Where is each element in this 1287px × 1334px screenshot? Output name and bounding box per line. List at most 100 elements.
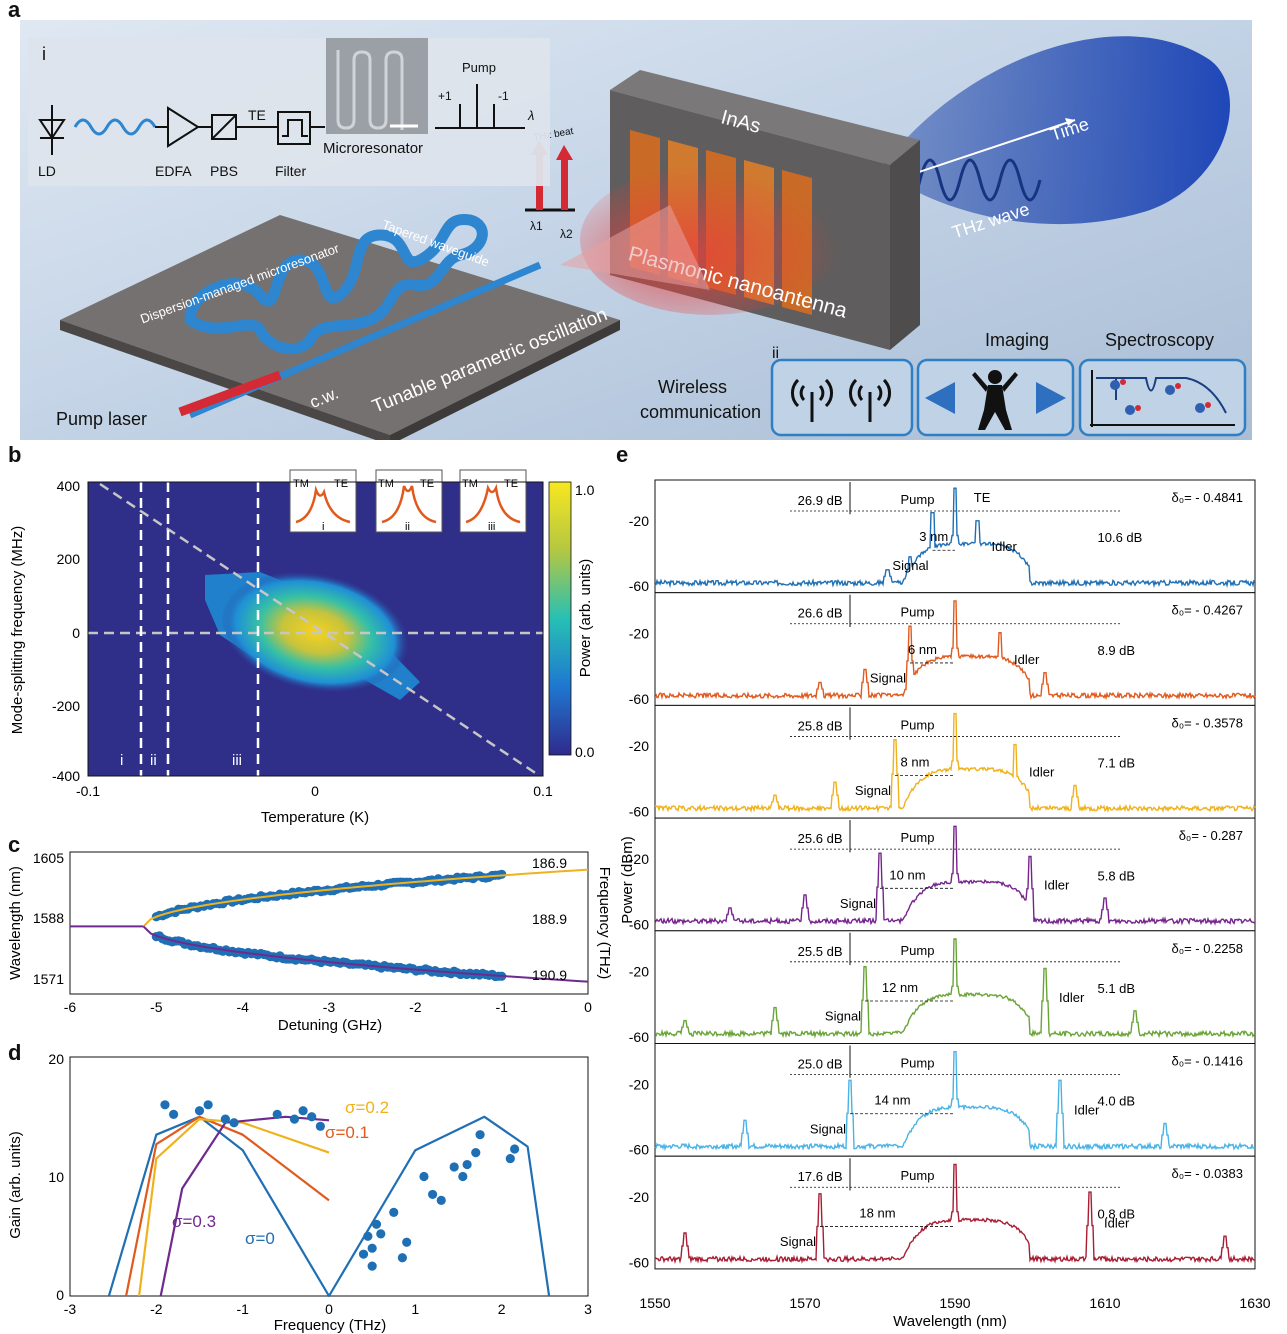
wireless-label-2: communication <box>640 402 761 422</box>
ii-label: ii <box>772 345 779 362</box>
c-rtick-0: 186.9 <box>532 855 567 871</box>
e-spectrum-3 <box>654 825 1256 926</box>
e-ytick-20: -20 <box>629 1189 649 1205</box>
e-pump-label: Pump <box>901 492 935 507</box>
d-point <box>229 1118 239 1128</box>
e-frame-1 <box>654 592 1256 706</box>
d-point <box>402 1237 412 1247</box>
e-ytick-60: -60 <box>629 916 649 932</box>
e-frame-5 <box>654 1043 1256 1157</box>
d-point <box>169 1109 179 1119</box>
c-xtick: -4 <box>236 999 249 1015</box>
d-xtick: -2 <box>150 1301 163 1317</box>
b-xlabel: Temperature (K) <box>261 809 369 826</box>
panel-b-heatmap: i ii iii TM TE i TM TE ii TM TE iii 400 … <box>9 469 595 826</box>
colorbar <box>548 481 572 756</box>
e-xtick: 1610 <box>1089 1295 1120 1311</box>
d-point <box>194 1106 205 1116</box>
d-ytick-2: 0 <box>56 1287 64 1303</box>
e-db-left: 17.6 dB <box>798 1169 843 1184</box>
curve-label-s03: σ=0.3 <box>172 1212 216 1231</box>
e-ytick-60: -60 <box>629 691 649 707</box>
d-ylabel: Gain (arb. units) <box>7 1131 24 1239</box>
d-xlabel: Frequency (THz) <box>274 1317 387 1334</box>
e-spectrum-0 <box>654 487 1256 589</box>
e-frame-3 <box>654 817 1256 932</box>
b-ytick-2: 0 <box>72 625 80 641</box>
e-ytick-60: -60 <box>629 1254 649 1270</box>
e-db-left: 26.6 dB <box>798 606 843 621</box>
e-spectrum-4 <box>655 938 1256 1039</box>
e-pump-label: Pump <box>901 1056 935 1071</box>
d-point <box>363 1231 373 1241</box>
c-fit-upper <box>142 868 589 928</box>
spectroscopy-label: Spectroscopy <box>1105 330 1214 350</box>
microresonator-label: Microresonator <box>323 140 423 157</box>
e-ytick-60: -60 <box>629 1029 649 1045</box>
c-xtick: -3 <box>323 999 336 1015</box>
e-db-left: 25.8 dB <box>798 718 843 733</box>
e-signal-label: Signal <box>825 1009 861 1024</box>
mode-inset-i: TM TE i <box>289 469 357 533</box>
d-point <box>160 1100 170 1110</box>
e-db-left: 25.0 dB <box>798 1057 843 1072</box>
d-point <box>289 1114 300 1124</box>
e-signal-label: Signal <box>892 558 928 573</box>
colorbar-label: Power (arb. units) <box>577 559 594 677</box>
e-pump-label: Pump <box>901 605 935 620</box>
e-sep-label: 14 nm <box>874 1093 910 1108</box>
e-sep-label: 10 nm <box>889 867 925 882</box>
spectroscopy-icon <box>1090 370 1235 427</box>
c-rtick-1: 188.9 <box>532 911 567 927</box>
region-ii-label: ii <box>150 752 157 769</box>
e-idler-label: Idler <box>992 539 1018 554</box>
panel-label-b: b <box>8 442 22 467</box>
curve-label-s01: σ=0.1 <box>325 1123 369 1142</box>
d-xtick: 3 <box>584 1301 592 1317</box>
e-ytick-20: -20 <box>629 738 649 754</box>
c-xtick: 0 <box>584 999 592 1015</box>
inset-ii-te: TE <box>420 478 434 490</box>
e-db-left: 25.5 dB <box>798 944 843 959</box>
d-xtick: -3 <box>64 1301 77 1317</box>
c-ytick-1: 1588 <box>33 910 64 926</box>
d-point <box>436 1195 446 1205</box>
plus1-label: +1 <box>438 89 452 103</box>
e-xtick: 1550 <box>639 1295 670 1311</box>
e-sep-label: 6 nm <box>908 642 937 657</box>
lambda2-label: λ2 <box>560 227 573 241</box>
sem-resonator-trace <box>336 50 404 130</box>
d-point <box>272 1109 282 1119</box>
c-ylabel-right: Frequency (THz) <box>596 867 613 980</box>
c-xtick: -6 <box>64 999 77 1015</box>
e-db-left: 26.9 dB <box>798 493 843 508</box>
c-ytick-0: 1605 <box>33 850 64 866</box>
e-xlabel: Wavelength (nm) <box>893 1313 1007 1330</box>
pump-label-inset: Pump <box>462 60 496 75</box>
d-xticks: -3 -2 -1 0 1 2 3 <box>64 1301 592 1317</box>
e-idler-label: Idler <box>1029 765 1055 780</box>
minus1-label: -1 <box>498 89 509 103</box>
d-curve-1 <box>125 1115 330 1297</box>
e-layer: -20 -60 26.9 dB 10.6 dB 3 nm Pump Signal Idler δ… <box>629 479 1256 1270</box>
d-point <box>367 1243 377 1253</box>
b-xtick-0: -0.1 <box>76 783 100 799</box>
e-idler-label: Idler <box>1104 1215 1130 1230</box>
e-delta-label: δ₀= - 0.4841 <box>1171 490 1243 505</box>
inset-i-num: i <box>322 521 324 533</box>
beam-cone <box>560 205 710 290</box>
e-db-right: 0.8 dB <box>1098 1206 1136 1221</box>
microresonator-waveguide <box>184 214 488 355</box>
d-point <box>358 1249 369 1259</box>
e-ytick-20: -20 <box>629 626 649 642</box>
d-xtick: 2 <box>498 1301 506 1317</box>
e-xticks: 1550 1570 1590 1610 1630 <box>639 1295 1270 1311</box>
e-idler-label: Idler <box>1059 990 1085 1005</box>
e-delta-label: δ₀= - 0.2258 <box>1171 941 1243 956</box>
e-signal-label: Signal <box>870 671 906 686</box>
b-xtick-1: 0 <box>311 783 319 799</box>
e-delta-label: δ₀= - 0.0383 <box>1171 1166 1243 1181</box>
wireless-box <box>770 358 914 437</box>
e-te-label: TE <box>974 490 991 505</box>
imaging-right-wedge <box>1036 382 1066 414</box>
